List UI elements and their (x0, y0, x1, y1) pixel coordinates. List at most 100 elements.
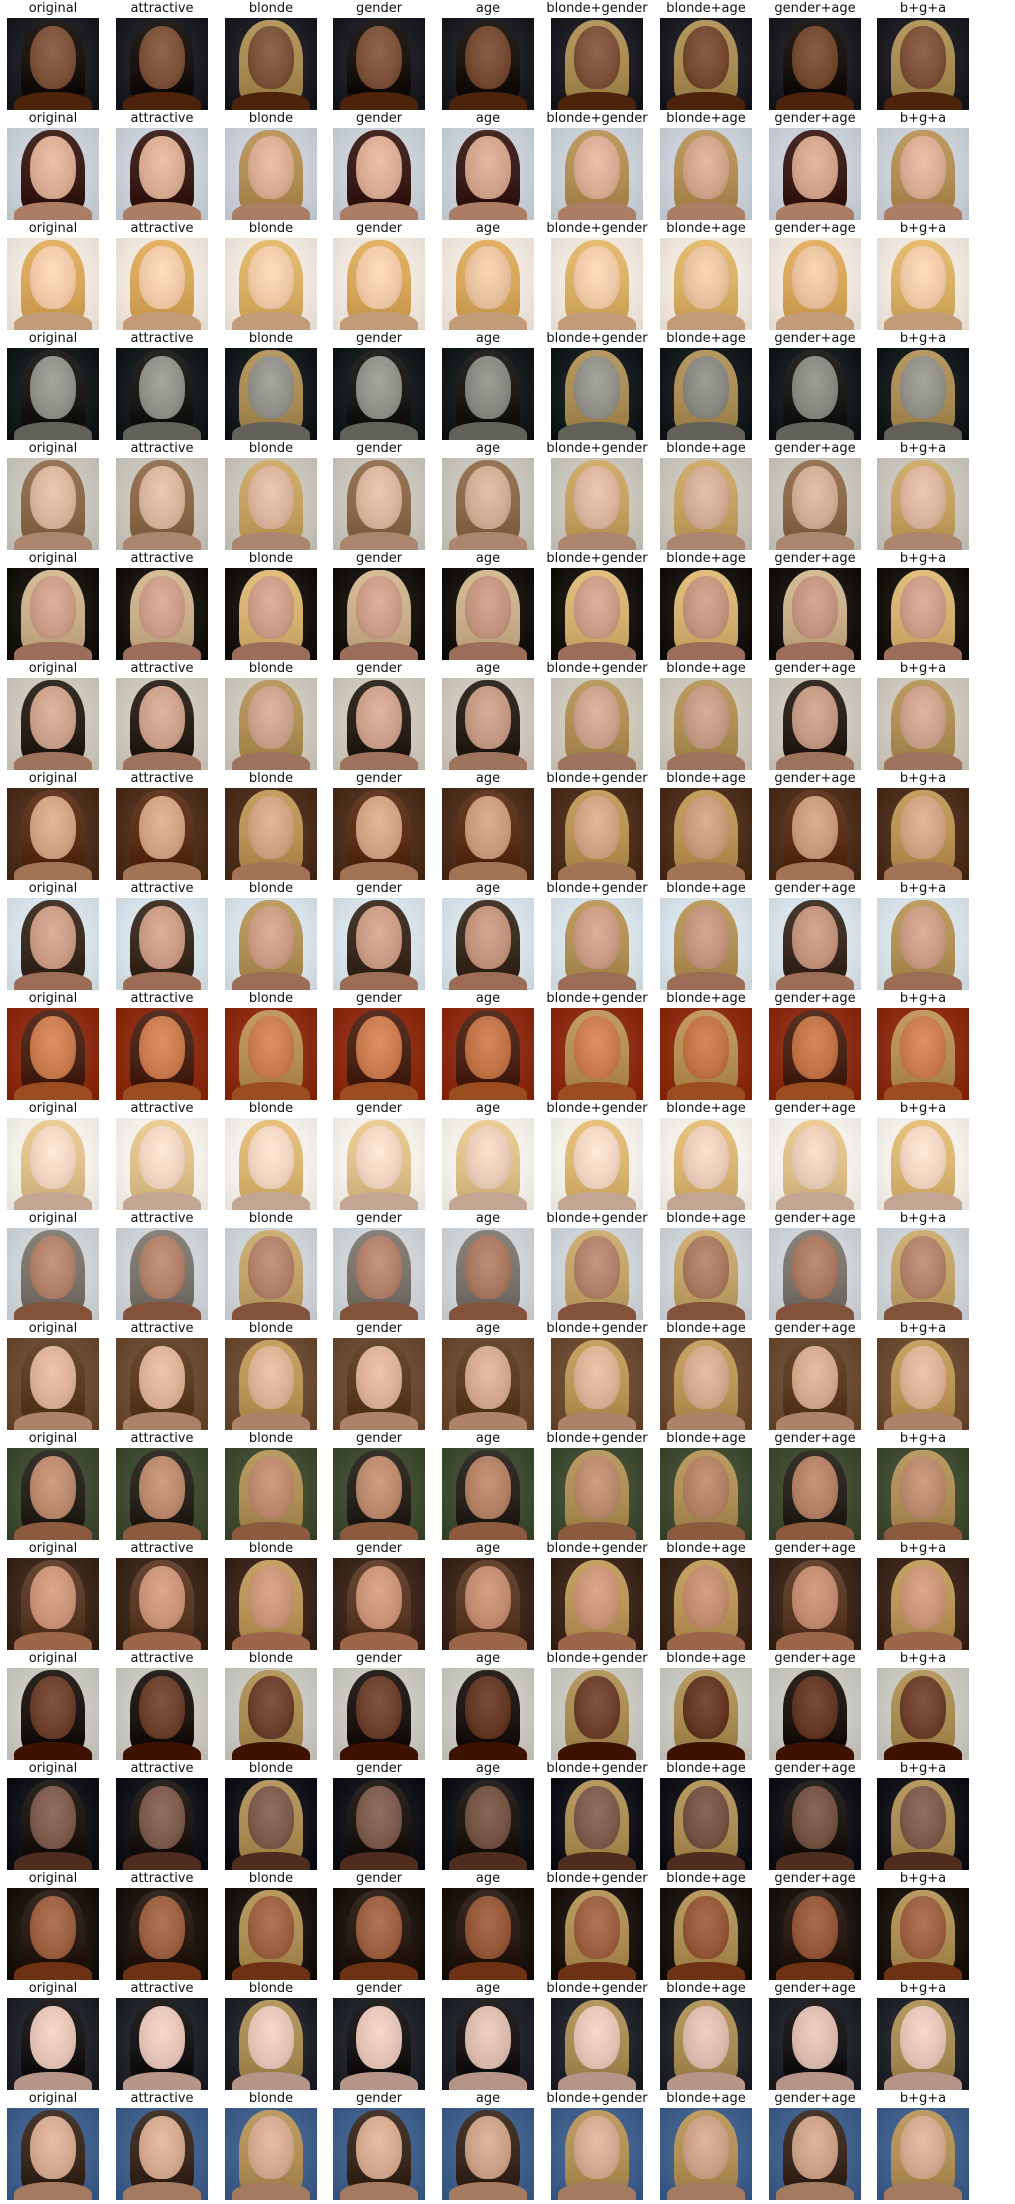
shoulders-shape (776, 311, 854, 330)
face-image (7, 1448, 99, 1540)
shoulders-shape (884, 2071, 962, 2090)
face-shape (900, 1786, 946, 1849)
shoulders-shape (558, 641, 636, 660)
face-image (442, 128, 534, 220)
column-title: blonde+age (666, 1981, 746, 1996)
column-title: original (28, 771, 78, 786)
face-image (660, 1998, 752, 2090)
face-shape (683, 26, 729, 89)
grid-cell: age (442, 1870, 534, 1980)
face-image (7, 1778, 99, 1870)
column-title: blonde+gender (546, 2091, 648, 2106)
face-image (877, 1118, 969, 1210)
face-shape (30, 686, 76, 749)
face-image (877, 1558, 969, 1650)
column-title: gender+age (774, 221, 856, 236)
column-title: gender+age (774, 771, 856, 786)
face-image (442, 898, 534, 990)
face-shape (248, 356, 294, 419)
column-title: blonde+age (666, 881, 746, 896)
grid-cell: b+g+a (877, 990, 969, 1100)
face-image (7, 238, 99, 330)
grid-cell: blonde+gender (546, 1430, 648, 1540)
face-shape (356, 796, 402, 859)
grid-cell: gender (333, 660, 425, 770)
grid-cell: original (7, 2090, 99, 2200)
face-image (551, 1998, 643, 2090)
grid-cell: gender (333, 330, 425, 440)
grid-cell: attractive (116, 660, 208, 770)
grid-cell: gender (333, 1870, 425, 1980)
face-shape (465, 1016, 511, 1079)
column-title: gender+age (774, 881, 856, 896)
shoulders-shape (232, 2071, 310, 2090)
grid-cell: gender (333, 880, 425, 990)
column-title: gender+age (774, 661, 856, 676)
column-title: blonde+gender (546, 771, 648, 786)
face-shape (683, 796, 729, 859)
shoulders-shape (776, 1411, 854, 1430)
shoulders-shape (232, 201, 310, 220)
face-shape (356, 1346, 402, 1409)
face-image (7, 1998, 99, 2090)
shoulders-shape (123, 311, 201, 330)
shoulders-shape (449, 1741, 527, 1760)
shoulders-shape (449, 1081, 527, 1100)
grid-cell: blonde+gender (546, 110, 648, 220)
grid-cell: original (7, 770, 99, 880)
grid-cell: b+g+a (877, 330, 969, 440)
grid-cell: age (442, 330, 534, 440)
shoulders-shape (667, 531, 745, 550)
face-shape (792, 1126, 838, 1189)
shoulders-shape (14, 1301, 92, 1320)
shoulders-shape (884, 1851, 962, 1870)
grid-cell: attractive (116, 1980, 208, 2090)
grid-cell: blonde+age (660, 1870, 752, 1980)
shoulders-shape (776, 861, 854, 880)
column-title: age (475, 1981, 501, 1996)
face-shape (356, 2116, 402, 2179)
grid-cell: age (442, 1540, 534, 1650)
face-image (333, 1118, 425, 1210)
face-image (333, 1558, 425, 1650)
shoulders-shape (667, 1961, 745, 1980)
shoulders-shape (776, 1081, 854, 1100)
shoulders-shape (884, 531, 962, 550)
column-title: blonde+age (666, 1651, 746, 1666)
face-image (7, 1338, 99, 1430)
column-title: blonde+age (666, 551, 746, 566)
shoulders-shape (449, 1411, 527, 1430)
grid-cell: gender+age (769, 660, 861, 770)
face-image (769, 348, 861, 440)
face-shape (900, 1566, 946, 1629)
face-image (333, 458, 425, 550)
face-image (877, 1998, 969, 2090)
column-title: blonde+gender (546, 441, 648, 456)
grid-row: original attractive blonde gender age blonde+… (0, 220, 1015, 330)
shoulders-shape (123, 641, 201, 660)
column-title: attractive (130, 881, 194, 896)
face-shape (356, 906, 402, 969)
grid-cell: gender (333, 1650, 425, 1760)
column-title: blonde+gender (546, 221, 648, 236)
grid-cell: gender+age (769, 330, 861, 440)
face-shape (356, 1456, 402, 1519)
grid-cell: blonde+gender (546, 220, 648, 330)
grid-cell: b+g+a (877, 1210, 969, 1320)
column-title: gender+age (774, 1431, 856, 1446)
shoulders-shape (667, 1741, 745, 1760)
shoulders-shape (232, 311, 310, 330)
shoulders-shape (340, 1741, 418, 1760)
shoulders-shape (14, 1741, 92, 1760)
column-title: gender (355, 991, 403, 1006)
column-title: blonde+age (666, 1431, 746, 1446)
grid-row: original attractive blonde gender age blonde+… (0, 1760, 1015, 1870)
shoulders-shape (558, 1081, 636, 1100)
face-shape (900, 686, 946, 749)
grid-cell: gender+age (769, 440, 861, 550)
column-title: gender (355, 1431, 403, 1446)
column-title: blonde (248, 991, 294, 1006)
face-image (769, 238, 861, 330)
grid-cell: attractive (116, 550, 208, 660)
shoulders-shape (340, 1521, 418, 1540)
